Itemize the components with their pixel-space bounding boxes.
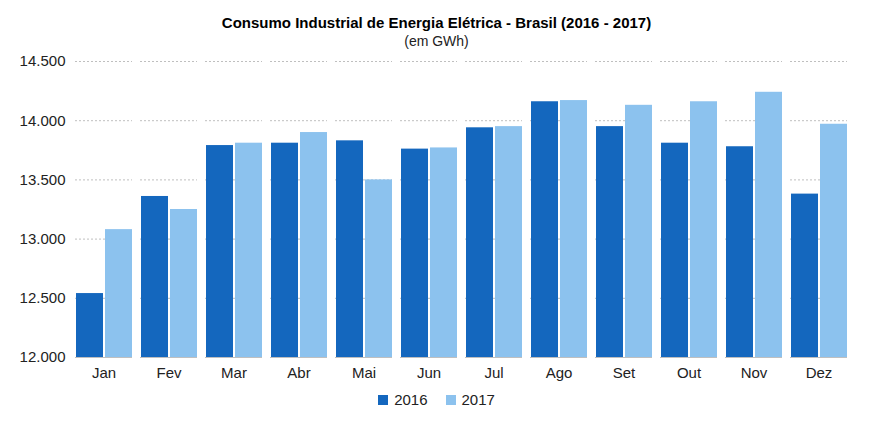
svg-text:14.500: 14.500 [20,52,66,69]
svg-text:Mar: Mar [221,364,247,381]
svg-text:Jun: Jun [417,364,441,381]
svg-text:Jul: Jul [484,364,503,381]
svg-text:Set: Set [613,364,636,381]
svg-text:12.000: 12.000 [20,348,66,365]
svg-text:13.000: 13.000 [20,230,66,247]
svg-text:Dez: Dez [806,364,833,381]
svg-text:Nov: Nov [741,364,768,381]
svg-text:Ago: Ago [546,364,573,381]
svg-text:12.500: 12.500 [20,289,66,306]
html-text:Consumo Industrial de Energia: Consumo Industrial de Energia Elétrica -… [221,14,652,31]
svg-text:Jan: Jan [92,364,116,381]
html-text:2017: 2017 [461,391,495,408]
svg-text:Mai: Mai [352,364,376,381]
html-text:(em GWh): (em GWh) [404,33,469,49]
svg-text:Abr: Abr [287,364,310,381]
svg-text:14.000: 14.000 [20,112,66,129]
svg-text:Fev: Fev [156,364,182,381]
svg-text:Out: Out [677,364,702,381]
svg-text:13.500: 13.500 [20,171,66,188]
html-text:2016: 2016 [394,391,428,408]
